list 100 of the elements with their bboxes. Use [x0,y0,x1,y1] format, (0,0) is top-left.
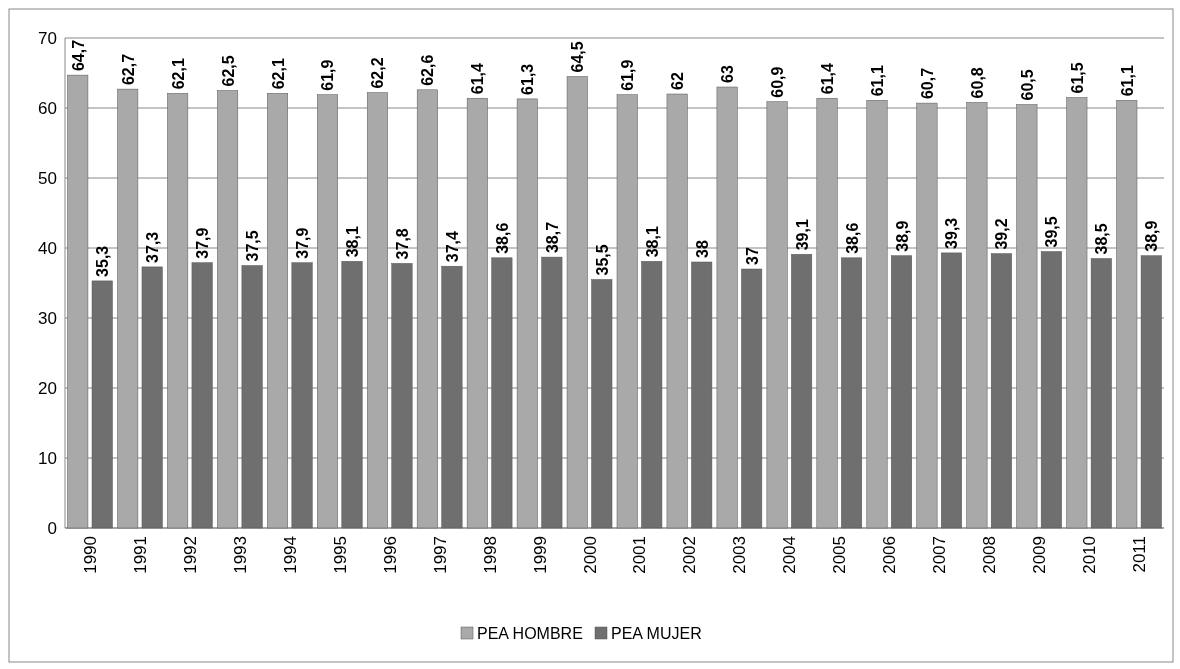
data-label: 62 [669,72,687,90]
x-tick-label: 2007 [930,536,950,574]
data-label: 60,9 [769,66,787,98]
y-tick-label: 40 [38,238,57,258]
data-label: 39,5 [1043,216,1061,248]
data-label: 61,4 [469,62,487,95]
data-label: 60,8 [968,67,986,99]
data-label: 38,1 [344,226,362,258]
y-tick-label: 60 [38,98,57,118]
legend-label: PEA MUJER [611,624,702,642]
bar [616,94,638,529]
data-label: 64,5 [569,41,587,73]
y-tick-label: 70 [38,28,57,48]
x-tick-label: 1996 [380,536,400,574]
bar [167,93,189,529]
bar [641,261,663,529]
x-tick-label: 2005 [830,536,850,574]
bar [891,255,912,529]
bar [591,279,613,529]
data-label: 38 [693,240,711,258]
data-label: 37 [743,247,761,265]
data-label: 61,9 [619,59,637,91]
bar [516,98,538,529]
bar [91,280,113,529]
data-label: 61,1 [1118,65,1136,97]
y-tick-label: 0 [47,518,57,538]
data-label: 61,9 [319,59,337,91]
data-label: 62,5 [219,55,237,87]
data-label: 62,1 [269,58,287,90]
data-label: 37,9 [294,227,312,259]
y-tick-label: 10 [38,448,57,468]
y-tick-label: 20 [38,378,57,398]
bar [117,88,139,529]
bar [1090,258,1112,529]
data-label: 38,7 [543,221,561,254]
bar [841,257,863,529]
data-label: 60,5 [1018,69,1036,101]
bar [391,263,413,529]
x-tick-label: 1997 [430,536,450,574]
legend-label: PEA HOMBRE [477,624,583,642]
bar [990,253,1012,529]
x-tick-label: 2004 [780,536,800,574]
x-tick-label: 1993 [230,536,250,574]
x-tick-label: 2003 [730,536,750,574]
data-label: 64,7 [69,39,87,72]
bar [317,94,338,529]
x-tick-label: 1998 [480,536,500,574]
bar [291,262,313,529]
x-tick-label: 2000 [580,536,600,574]
x-tick-label: 2006 [880,536,900,574]
x-tick-label: 1999 [530,536,550,574]
bar [466,97,488,529]
x-tick-label: 1992 [180,536,200,574]
bar [566,76,588,529]
data-label: 62,2 [369,57,387,89]
data-label: 62,6 [419,54,437,86]
data-label: 37,5 [244,230,262,262]
bar [191,262,213,529]
x-tick-label: 2001 [630,536,650,574]
bar [441,265,463,529]
x-tick-label: 1994 [280,536,300,574]
data-label: 38,6 [493,222,511,254]
data-label: 63 [719,65,737,83]
data-label: 38,6 [843,222,861,254]
data-label: 37,9 [194,227,212,259]
bar [691,261,713,529]
x-tick-label: 1990 [80,536,100,574]
x-tick-label: 1995 [330,536,350,574]
x-tick-label: 2008 [980,536,1000,574]
bar [541,256,563,529]
x-tick-label: 1991 [130,536,150,574]
x-tick-label: 2011 [1130,536,1150,573]
data-label: 38,1 [643,226,661,258]
bar [1140,255,1162,529]
bar [141,266,163,529]
data-label: 61,5 [1068,62,1086,94]
bar [1066,97,1088,529]
bar [366,92,388,529]
bar [741,268,763,529]
data-label: 37,4 [443,230,461,263]
data-label: 61,3 [519,63,537,95]
data-label: 35,5 [593,244,611,276]
bar [67,74,89,529]
x-tick-label: 2002 [680,536,700,574]
x-tick-label: 2010 [1080,536,1100,574]
data-label: 37,8 [393,228,411,260]
bar [666,93,688,529]
bar [766,101,788,529]
data-label: 39,3 [943,217,961,249]
y-tick-label: 50 [38,168,57,188]
bar [217,90,239,529]
bar [916,102,938,529]
bar [966,102,988,529]
bar [241,265,263,529]
data-label: 38,9 [893,220,911,252]
data-label: 62,1 [169,58,187,90]
bar [1116,100,1138,529]
bar [341,261,363,529]
data-label: 39,2 [993,218,1011,250]
bar [267,93,288,529]
